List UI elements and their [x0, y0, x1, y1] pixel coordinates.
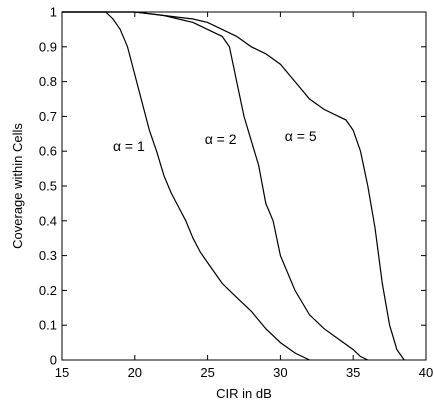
y-tick-label: 1: [50, 5, 57, 20]
y-tick-label: 0.5: [39, 179, 57, 194]
series-line-alpha-1: [62, 11, 310, 361]
ticks-layer: 15 20 25 30 35 40 0 0.1 0.2 0.3 0.4 0.5 0.6 0.7 0.8 0.9…: [39, 5, 433, 381]
y-tick-label: 0.4: [39, 213, 57, 228]
x-tick-label: 20: [128, 365, 142, 380]
plot-frame: [61, 11, 427, 361]
annotation-layer: α = 1 α = 2 α = 5: [113, 128, 317, 154]
y-tick-label: 0.2: [39, 283, 57, 298]
x-axis-title: CIR in dB: [216, 386, 272, 401]
y-tick-label: 0.3: [39, 248, 57, 263]
series-line-alpha-2: [62, 11, 369, 361]
x-tick-label: 35: [346, 365, 360, 380]
x-tick-label: 25: [200, 365, 214, 380]
series-layer: [62, 11, 405, 361]
x-tick-label: 40: [419, 365, 433, 380]
series-annotation-alpha-2: α = 2: [205, 131, 237, 147]
y-tick-label: 0: [50, 353, 57, 368]
series-line-alpha-3: [62, 11, 405, 361]
series-annotation-alpha-1: α = 1: [113, 138, 145, 154]
series-annotation-alpha-3: α = 5: [285, 128, 317, 144]
y-tick-label: 0.1: [39, 318, 57, 333]
y-tick-label: 0.6: [39, 144, 57, 159]
x-tick-label: 30: [273, 365, 287, 380]
y-tick-label: 0.9: [39, 39, 57, 54]
y-tick-label: 0.7: [39, 109, 57, 124]
x-tick-label: 15: [55, 365, 69, 380]
y-axis-title: Coverage within Cells: [10, 123, 25, 249]
y-tick-label: 0.8: [39, 74, 57, 89]
